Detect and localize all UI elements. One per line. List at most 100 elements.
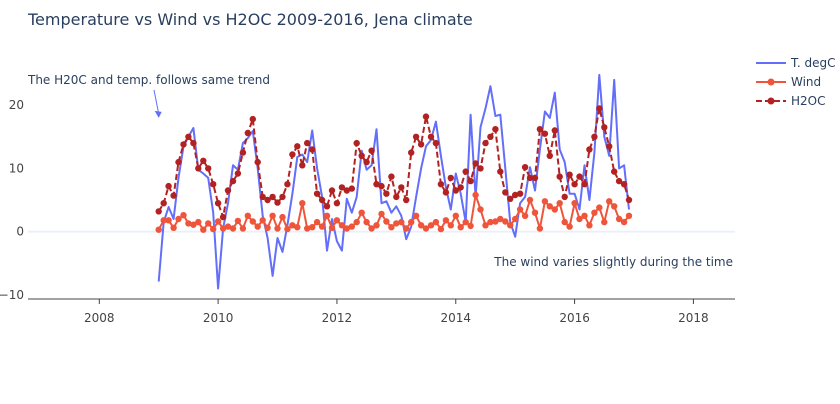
series-point-1 xyxy=(581,212,588,219)
series-point-1 xyxy=(487,218,494,226)
series-point-2 xyxy=(229,177,237,185)
series-point-1 xyxy=(244,212,251,219)
series-point-1 xyxy=(546,203,553,210)
x-tick-label: 2012 xyxy=(322,311,353,325)
series-point-1 xyxy=(373,222,380,229)
series-point-1 xyxy=(353,218,360,226)
legend-marker-1[interactable] xyxy=(767,78,775,86)
series-point-2 xyxy=(403,196,410,204)
series-point-2 xyxy=(487,133,494,140)
x-tick-label: 2010 xyxy=(203,311,234,325)
series-point-2 xyxy=(551,127,558,134)
series-point-2 xyxy=(363,158,370,166)
series-point-2 xyxy=(299,162,306,169)
series-point-1 xyxy=(437,225,445,233)
series-point-2 xyxy=(422,113,430,120)
series-point-1 xyxy=(313,218,321,226)
series-point-2 xyxy=(318,196,326,204)
series-point-2 xyxy=(234,170,242,177)
series-point-1 xyxy=(556,200,563,207)
series-point-1 xyxy=(318,223,326,230)
series-point-2 xyxy=(606,143,613,150)
series-point-1 xyxy=(482,222,489,229)
legend-label-0[interactable]: T. degC xyxy=(790,56,836,70)
series-point-2 xyxy=(462,168,469,175)
series-point-2 xyxy=(244,129,251,137)
legend-label-2[interactable]: H2OC xyxy=(791,94,825,108)
series-point-1 xyxy=(338,222,346,229)
series-point-1 xyxy=(205,220,212,227)
series-point-1 xyxy=(214,218,222,225)
series-point-1 xyxy=(195,218,202,226)
series-point-2 xyxy=(368,147,375,154)
series-point-2 xyxy=(358,152,365,159)
series-point-1 xyxy=(180,212,187,219)
series-point-2 xyxy=(507,195,514,202)
series-point-1 xyxy=(294,224,301,231)
series-point-2 xyxy=(447,174,454,182)
y-tick-label: 20 xyxy=(9,98,24,112)
series-point-2 xyxy=(615,177,623,185)
series-point-1 xyxy=(328,224,336,231)
series-point-1 xyxy=(323,212,331,219)
series-point-1 xyxy=(200,226,207,233)
series-point-2 xyxy=(259,193,266,201)
series-point-2 xyxy=(531,174,539,182)
series-point-1 xyxy=(586,222,593,229)
series-point-1 xyxy=(210,225,217,233)
series-point-1 xyxy=(591,209,598,216)
series-point-2 xyxy=(180,141,187,148)
series-point-2 xyxy=(477,165,484,172)
series-point-2 xyxy=(408,149,415,156)
annotation-arrow-line xyxy=(153,89,160,114)
series-point-1 xyxy=(531,209,539,216)
annotation-temp-h2oc-trend: The H20C and temp. follows same trend xyxy=(27,73,270,87)
series-point-1 xyxy=(264,224,271,231)
series-point-1 xyxy=(155,226,162,233)
series-point-1 xyxy=(620,218,628,226)
series-point-1 xyxy=(462,218,469,226)
series-point-1 xyxy=(185,220,192,227)
series-point-1 xyxy=(388,224,395,231)
series-point-2 xyxy=(526,174,534,182)
legend[interactable]: T. degC Wind H2OC xyxy=(756,56,836,108)
series-point-1 xyxy=(165,217,172,224)
legend-label-1[interactable]: Wind xyxy=(791,75,821,89)
series-point-1 xyxy=(432,218,440,226)
series-point-1 xyxy=(467,222,474,230)
series-point-2 xyxy=(432,139,440,147)
series-point-1 xyxy=(472,191,479,199)
series-point-2 xyxy=(393,193,400,201)
series-point-1 xyxy=(219,225,227,232)
series-point-2 xyxy=(586,146,593,153)
series-point-2 xyxy=(541,130,549,137)
series-point-1 xyxy=(348,223,355,230)
series-point-2 xyxy=(328,187,336,194)
series-point-2 xyxy=(521,164,529,171)
series-point-2 xyxy=(165,182,172,190)
series-point-1 xyxy=(516,206,524,213)
series-point-1 xyxy=(606,198,613,205)
series-point-1 xyxy=(175,215,182,223)
series-point-2 xyxy=(214,200,222,207)
series-point-2 xyxy=(467,177,474,185)
series-point-2 xyxy=(160,200,167,207)
series-point-2 xyxy=(497,168,504,175)
x-tick-label: 2016 xyxy=(559,311,590,325)
series-point-1 xyxy=(521,212,529,219)
series-point-1 xyxy=(299,200,306,207)
series-point-2 xyxy=(309,146,316,153)
series-point-1 xyxy=(502,218,509,225)
x-tick-label: 2008 xyxy=(84,311,115,325)
legend-marker-2[interactable] xyxy=(767,97,775,105)
series-point-1 xyxy=(304,225,311,232)
series-point-2 xyxy=(383,190,390,197)
series-point-2 xyxy=(412,133,420,140)
series-point-1 xyxy=(541,198,549,205)
series-point-1 xyxy=(576,215,583,223)
series-point-1 xyxy=(408,218,415,226)
series-point-1 xyxy=(383,218,390,225)
series-point-2 xyxy=(284,181,291,188)
series-point-1 xyxy=(571,200,578,207)
series-point-2 xyxy=(373,181,380,188)
